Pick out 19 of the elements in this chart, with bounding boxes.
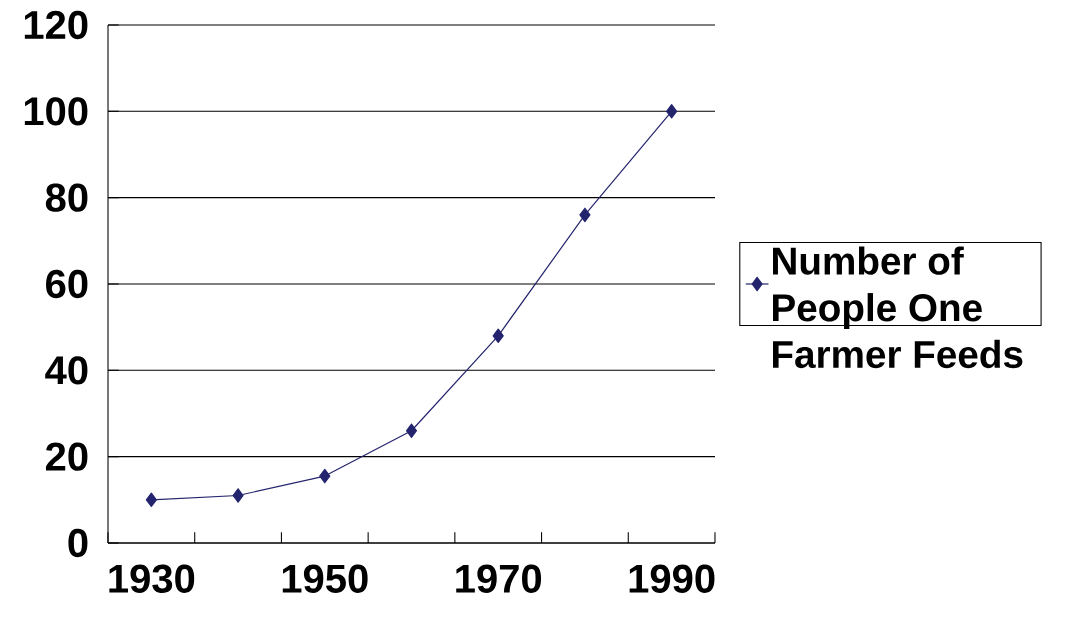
y-tick-label: 80 [45, 183, 88, 212]
point [319, 468, 331, 484]
y-tick-label: 20 [45, 442, 88, 471]
x-tick-label: 1990 [629, 564, 715, 593]
y-tick-label: 60 [46, 269, 88, 299]
y-tick-label: 120 [24, 10, 88, 40]
legend-label: Number of People One Farmer Feeds [773, 246, 1023, 369]
x-tick-label: 1930 [109, 564, 195, 593]
x-tick-label: 1970 [456, 564, 542, 593]
y-tick-label: 100 [24, 97, 88, 126]
x-tick-label: 1950 [282, 564, 368, 593]
y-tick-label: 0 [68, 528, 88, 558]
y-tick-label: 40 [45, 356, 88, 385]
point [232, 488, 244, 503]
point [579, 207, 591, 223]
point [666, 104, 678, 119]
point [492, 328, 504, 344]
point [145, 492, 157, 508]
point [405, 423, 418, 439]
